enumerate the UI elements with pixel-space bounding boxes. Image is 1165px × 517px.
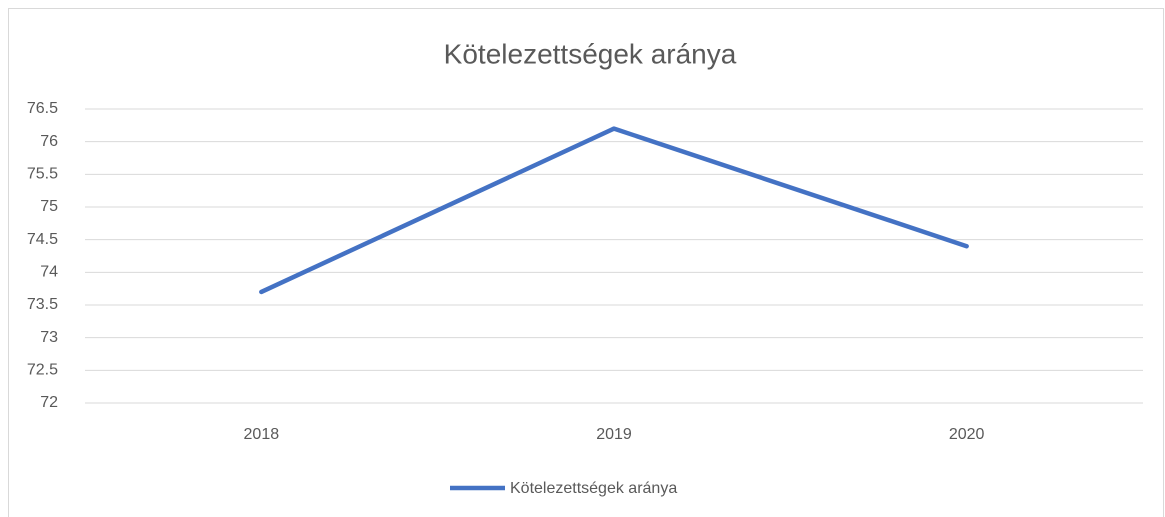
x-tick-label: 2018 bbox=[244, 426, 280, 443]
line bbox=[259, 126, 969, 295]
y-tick-label: 74.5 bbox=[27, 231, 58, 248]
x-tick-label: 2020 bbox=[949, 426, 985, 443]
chart-border bbox=[8, 8, 1164, 517]
y-tick-label: 76 bbox=[40, 133, 58, 150]
x-tick-label: 2019 bbox=[596, 426, 632, 443]
y-tick-label: 73.5 bbox=[27, 296, 58, 313]
y-tick-label: 76.5 bbox=[27, 100, 58, 117]
y-tick-label: 74 bbox=[40, 264, 58, 281]
y-tick-label: 72 bbox=[40, 394, 58, 411]
y-tick-label: 75 bbox=[40, 198, 58, 215]
y-tick-label: 72.5 bbox=[27, 362, 58, 379]
chart-title: Kötelezettségek aránya bbox=[444, 38, 737, 69]
y-tick-label: 75.5 bbox=[27, 166, 58, 183]
y-tick-label: 73 bbox=[40, 329, 58, 346]
legend-label: Kötelezettségek aránya bbox=[510, 480, 677, 497]
